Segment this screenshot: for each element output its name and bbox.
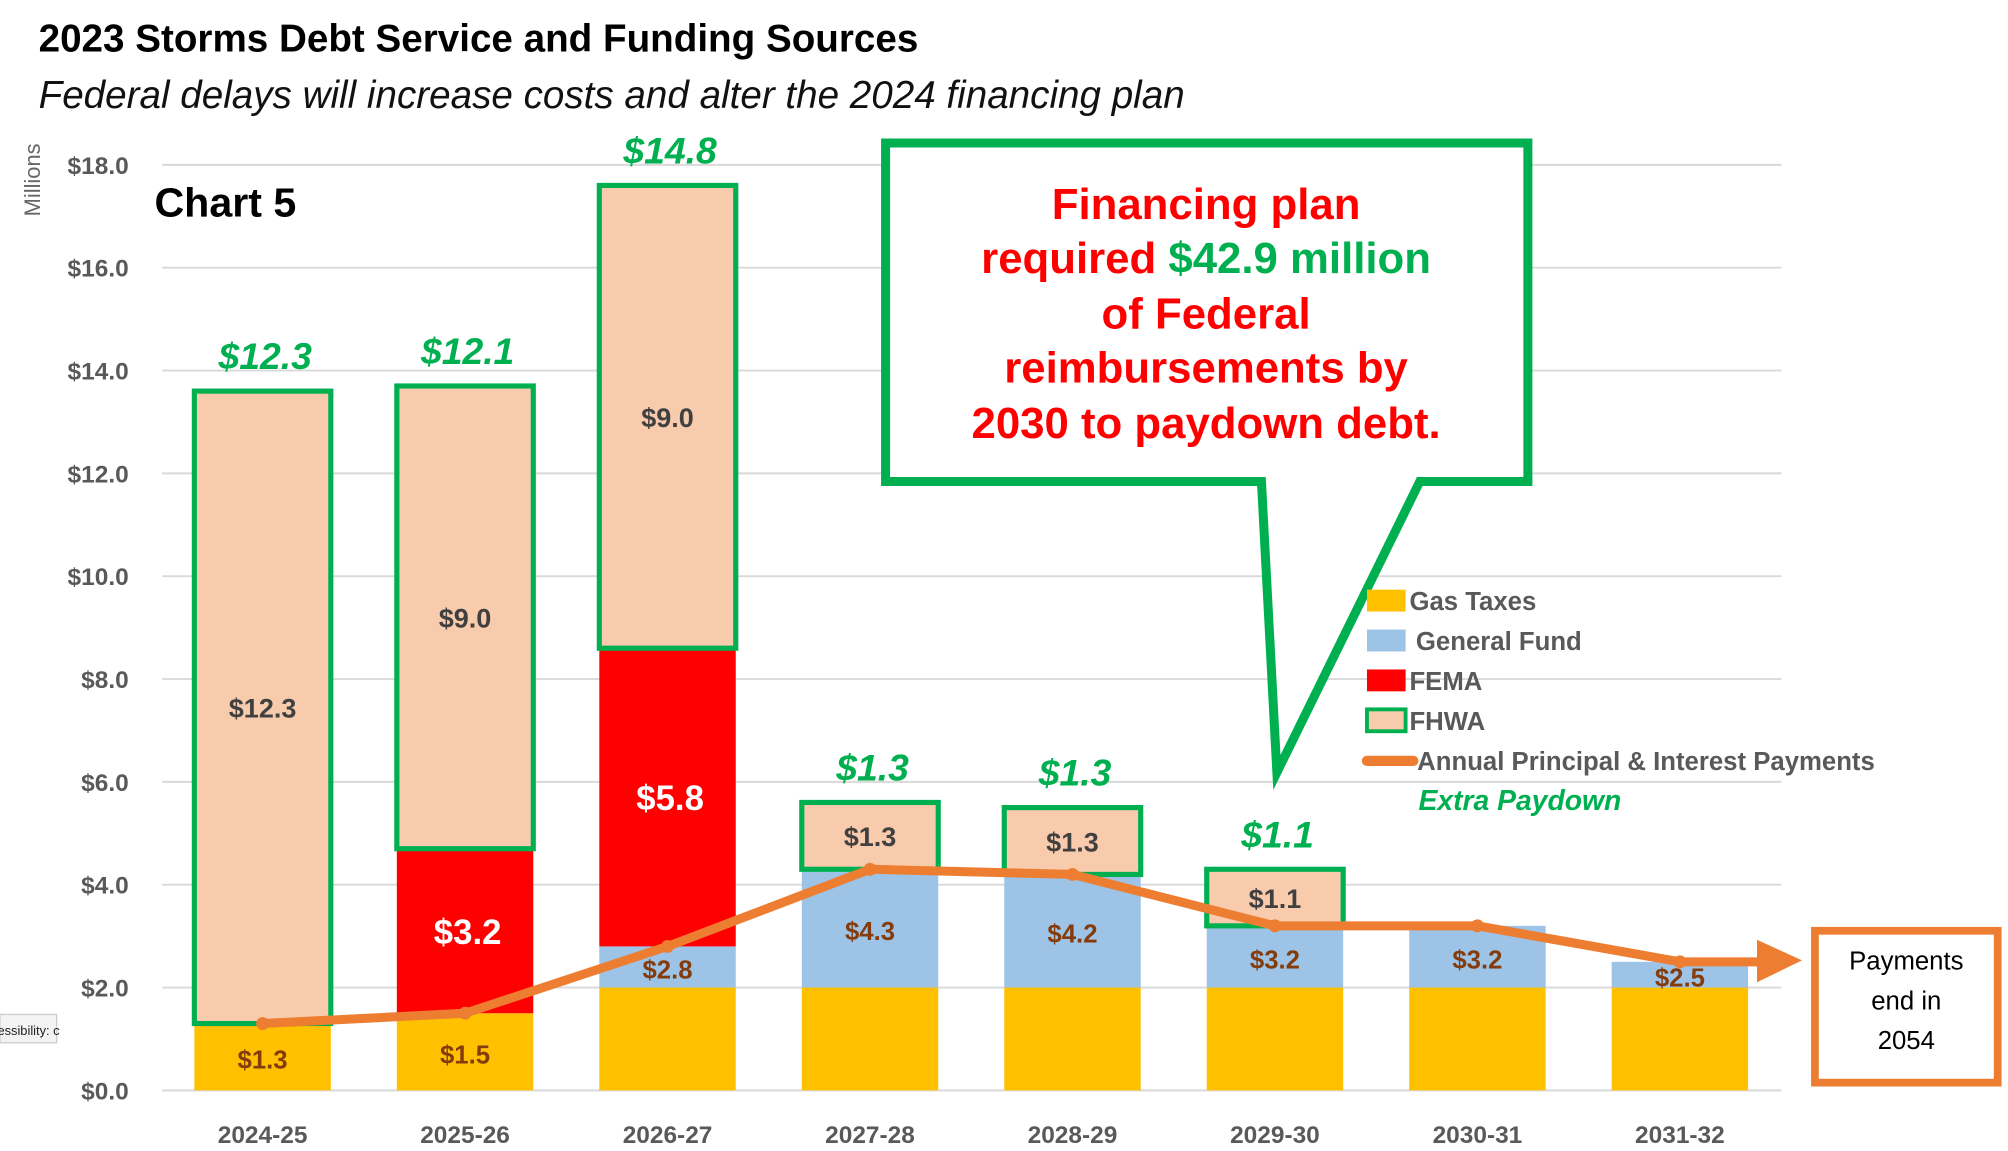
- legend-swatch-fema: [1366, 669, 1406, 692]
- callout-line-1: Financing plan: [1052, 180, 1361, 229]
- payment-point: [661, 939, 674, 953]
- bar-general-fund: [1206, 925, 1344, 988]
- payment-point: [1066, 867, 1079, 881]
- legend-label: Gas Taxes: [1409, 588, 1536, 616]
- y-tick-label: $16.0: [68, 256, 129, 283]
- bar-fema: [396, 848, 534, 1014]
- callout-line-2: required $42.9 million: [981, 234, 1431, 283]
- callout-line-3: of Federal: [1102, 289, 1311, 338]
- local-funding-label: $4.3: [845, 918, 895, 946]
- payment-point: [1673, 955, 1687, 969]
- payment-point: [1470, 919, 1484, 933]
- bar-fhwa: [191, 388, 334, 1027]
- y-tick-label: $0.0: [81, 1078, 129, 1105]
- local-funding-label: $3.2: [1250, 946, 1300, 974]
- callout-line-4: reimbursements by: [1004, 343, 1408, 392]
- legend-label: FEMA: [1409, 668, 1482, 696]
- legend-extra-paydown: Extra Paydown: [1418, 784, 1621, 816]
- bar-fhwa: [596, 182, 739, 651]
- x-tick-label: 2029-30: [1230, 1122, 1320, 1149]
- federal-total-label: $12.3: [217, 335, 312, 377]
- y-tick-label: $8.0: [81, 667, 129, 694]
- bar-gas-taxes: [599, 987, 736, 1091]
- y-tick-label: $6.0: [81, 770, 129, 797]
- legend-swatch-general-fund: [1366, 629, 1406, 652]
- federal-total-label: $1.3: [835, 747, 909, 789]
- end-box-line-2: end in: [1871, 987, 1941, 1015]
- callout-amount: $42.9 million: [1168, 234, 1431, 283]
- x-tick-label: 2031-32: [1635, 1122, 1725, 1149]
- chart-number-label: Chart 5: [154, 179, 296, 225]
- y-tick-label: $4.0: [81, 873, 129, 900]
- arrow-head-icon: [1757, 939, 1803, 983]
- x-tick-label: 2028-29: [1028, 1122, 1118, 1149]
- legend-label: General Fund: [1416, 628, 1582, 656]
- end-box: Payments end in 2054: [1811, 926, 2002, 1087]
- legend-swatch-fhwa: [1365, 707, 1408, 734]
- y-tick-label: $18.0: [68, 153, 129, 180]
- callout-line-5: 2030 to paydown debt.: [971, 399, 1440, 448]
- y-tick-label: $10.0: [68, 564, 129, 591]
- local-funding-label: $2.8: [642, 957, 692, 985]
- bar-gas-taxes: [396, 1013, 534, 1091]
- y-tick-label: $2.0: [81, 976, 129, 1003]
- bar-general-fund: [599, 946, 736, 988]
- x-tick-label: 2027-28: [825, 1122, 915, 1149]
- callout-required: required: [981, 234, 1168, 283]
- chart-subtitle: Federal delays will increase costs and a…: [39, 74, 1185, 117]
- federal-total-label: $1.1: [1240, 813, 1314, 855]
- local-funding-label: $2.5: [1655, 964, 1705, 992]
- payment-point: [256, 1017, 270, 1030]
- financing-callout: Financing plan required $42.9 million of…: [881, 138, 1533, 790]
- y-tick-label: $14.0: [68, 359, 129, 386]
- fema-label: $5.8: [636, 780, 704, 818]
- end-box-line-1: Payments: [1849, 947, 1963, 975]
- fhwa-label: $1.3: [844, 822, 897, 852]
- bar-gas-taxes: [1611, 987, 1749, 1091]
- federal-total-label: $14.8: [622, 130, 717, 172]
- local-funding-label: $1.3: [238, 1047, 288, 1075]
- federal-total-label: $1.3: [1038, 752, 1112, 794]
- accessibility-tag-text: essibility: c: [0, 1023, 60, 1038]
- bar-gas-taxes: [194, 1023, 331, 1091]
- x-tick-label: 2030-31: [1433, 1122, 1523, 1149]
- local-funding-label: $4.2: [1047, 921, 1097, 949]
- fhwa-label: $1.1: [1249, 884, 1302, 914]
- payment-point: [1268, 919, 1282, 933]
- fhwa-label: $9.0: [439, 604, 492, 634]
- bar-fhwa: [1001, 805, 1144, 878]
- accessibility-tag: essibility: c: [0, 1013, 60, 1044]
- payment-point: [863, 862, 877, 876]
- bar-gas-taxes: [1206, 987, 1344, 1091]
- legend-swatch-gas-taxes: [1366, 589, 1406, 612]
- bar-fhwa: [394, 383, 536, 852]
- bar-gas-taxes: [1409, 987, 1546, 1091]
- fhwa-label: $1.3: [1046, 827, 1099, 857]
- local-funding-label: $3.2: [1452, 946, 1502, 974]
- end-box-line-3: 2054: [1878, 1027, 1935, 1055]
- bar-gas-taxes: [801, 987, 939, 1091]
- bar-fema: [599, 648, 736, 947]
- fhwa-label: $9.0: [641, 403, 694, 433]
- y-axis-label: Millions: [20, 143, 45, 216]
- bar-gas-taxes: [1004, 987, 1141, 1091]
- x-tick-label: 2026-27: [623, 1122, 713, 1149]
- local-funding-label: $1.5: [440, 1041, 490, 1069]
- bar-general-fund: [1004, 874, 1141, 988]
- legend-label: Annual Principal & Interest Payments: [1417, 748, 1875, 776]
- federal-total-label: $12.1: [420, 330, 514, 372]
- legend-label: FHWA: [1409, 708, 1485, 736]
- chart-title: 2023 Storms Debt Service and Funding Sou…: [39, 18, 919, 61]
- y-tick-label: $12.0: [68, 461, 129, 488]
- x-tick-label: 2025-26: [420, 1122, 510, 1149]
- legend: Gas Taxes General Fund FEMA FHWA Annual Prin…: [1361, 588, 1875, 816]
- payment-point: [458, 1006, 472, 1020]
- x-tick-label: 2024-25: [218, 1122, 308, 1149]
- fhwa-label: $12.3: [229, 694, 297, 724]
- fema-label: $3.2: [434, 914, 502, 952]
